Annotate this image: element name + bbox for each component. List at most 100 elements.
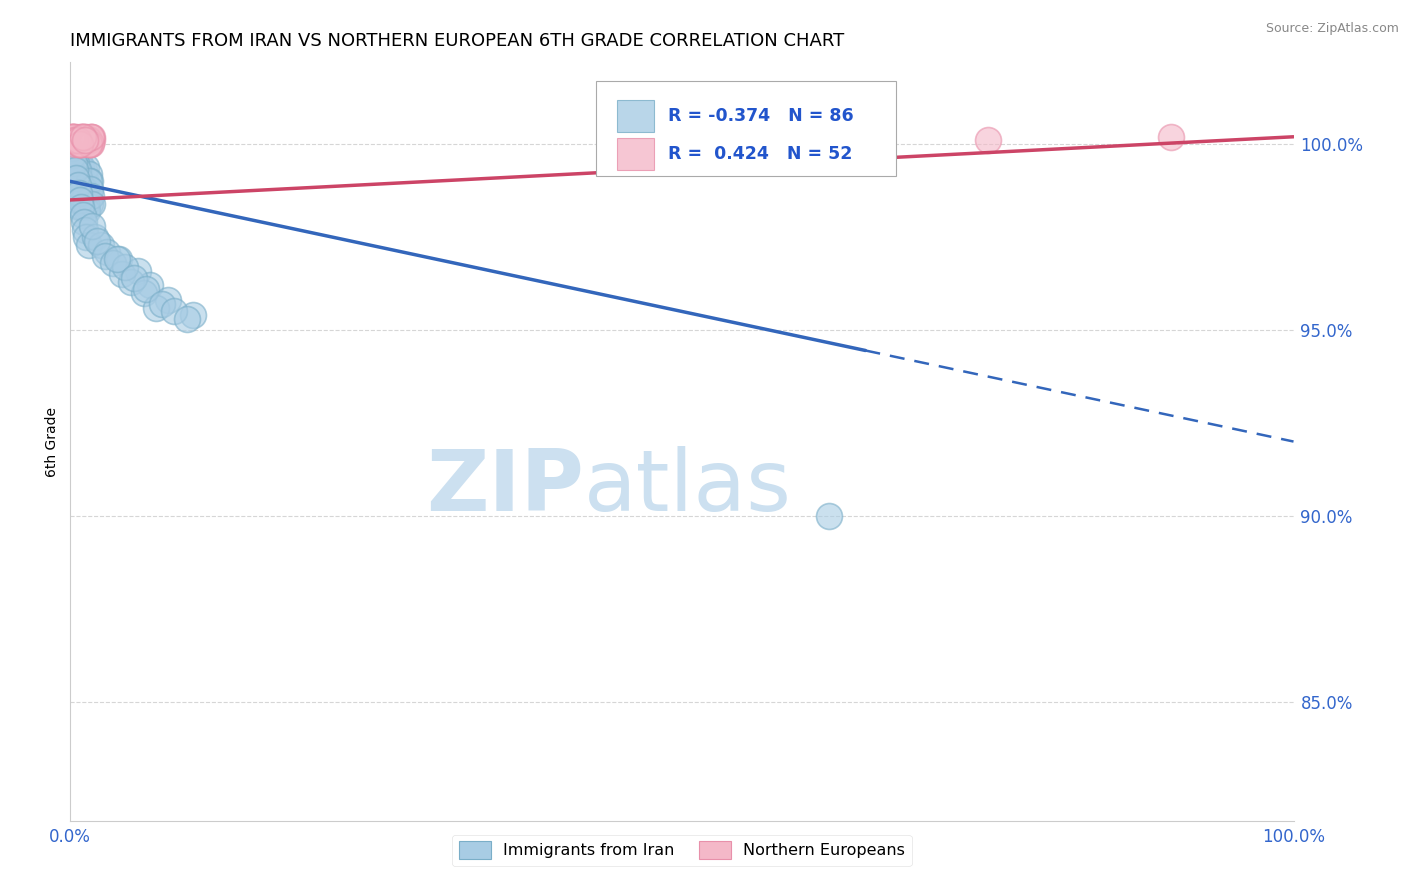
Point xyxy=(63,134,86,148)
Point xyxy=(69,137,91,152)
Point xyxy=(72,193,94,207)
Point xyxy=(181,308,204,322)
Point xyxy=(62,129,84,144)
Point xyxy=(76,200,98,214)
Point xyxy=(96,244,118,259)
Point xyxy=(65,193,87,207)
FancyBboxPatch shape xyxy=(596,81,896,177)
Point xyxy=(65,134,87,148)
Point xyxy=(65,155,87,169)
Point xyxy=(73,223,96,237)
Point xyxy=(60,141,83,155)
Text: R =  0.424   N = 52: R = 0.424 N = 52 xyxy=(668,145,853,163)
Point xyxy=(73,193,96,207)
Text: atlas: atlas xyxy=(583,445,792,529)
Point xyxy=(75,134,97,148)
Point xyxy=(75,160,97,174)
Point xyxy=(77,174,100,188)
Point xyxy=(73,170,96,185)
Text: R = -0.374   N = 86: R = -0.374 N = 86 xyxy=(668,107,853,125)
Point xyxy=(63,129,86,144)
Point xyxy=(69,189,91,203)
Point xyxy=(73,134,96,148)
Point xyxy=(79,137,101,152)
Point xyxy=(82,134,104,148)
Point xyxy=(66,134,89,148)
Point xyxy=(75,129,97,144)
Point xyxy=(72,208,94,222)
Point xyxy=(67,170,90,185)
Point xyxy=(73,186,96,200)
Bar xyxy=(617,138,654,170)
Point xyxy=(83,230,105,244)
Point xyxy=(150,297,173,311)
Point xyxy=(73,163,96,178)
Point xyxy=(93,249,115,263)
Point xyxy=(73,134,96,148)
Point xyxy=(72,134,94,148)
Point xyxy=(111,268,134,282)
Point xyxy=(63,163,86,178)
Point xyxy=(69,167,91,181)
Point xyxy=(66,178,89,192)
Point xyxy=(176,311,198,326)
Point xyxy=(69,137,91,152)
Point xyxy=(66,134,89,148)
Legend: Immigrants from Iran, Northern Europeans: Immigrants from Iran, Northern Europeans xyxy=(453,835,911,866)
Point xyxy=(65,134,87,148)
Point xyxy=(817,508,839,523)
Point xyxy=(63,134,86,148)
Text: Source: ZipAtlas.com: Source: ZipAtlas.com xyxy=(1265,22,1399,36)
Point xyxy=(976,134,998,148)
Point xyxy=(67,200,90,214)
Point xyxy=(73,134,96,148)
Point xyxy=(63,134,86,148)
Point xyxy=(76,134,98,148)
Point xyxy=(70,129,93,144)
Point xyxy=(60,145,83,159)
Point xyxy=(63,155,86,169)
Point xyxy=(70,137,93,152)
Point xyxy=(73,182,96,196)
Text: ZIP: ZIP xyxy=(426,445,583,529)
Point xyxy=(63,155,86,169)
Point xyxy=(77,134,100,148)
Point xyxy=(75,178,97,192)
Point xyxy=(82,219,104,233)
Point xyxy=(80,137,103,152)
Point xyxy=(127,263,149,277)
Point xyxy=(73,134,96,148)
Point xyxy=(75,134,97,148)
Point xyxy=(66,160,89,174)
Point xyxy=(79,137,101,152)
Point xyxy=(73,129,96,144)
Point xyxy=(114,260,136,274)
Point xyxy=(139,278,162,293)
Point xyxy=(67,134,90,148)
Point xyxy=(80,189,103,203)
Point xyxy=(72,129,94,144)
Point xyxy=(76,182,98,196)
Point xyxy=(105,252,128,267)
Point xyxy=(69,193,91,207)
Point xyxy=(77,167,100,181)
Point xyxy=(67,134,90,148)
Bar xyxy=(617,100,654,132)
Y-axis label: 6th Grade: 6th Grade xyxy=(45,407,59,476)
Point xyxy=(163,304,186,318)
Point xyxy=(1160,129,1182,144)
Point xyxy=(122,271,145,285)
Text: IMMIGRANTS FROM IRAN VS NORTHERN EUROPEAN 6TH GRADE CORRELATION CHART: IMMIGRANTS FROM IRAN VS NORTHERN EUROPEA… xyxy=(70,32,845,50)
Point xyxy=(135,282,157,296)
Point xyxy=(69,178,91,192)
Point xyxy=(79,174,101,188)
Point xyxy=(70,160,93,174)
Point xyxy=(60,167,83,181)
Point xyxy=(145,301,167,315)
Point xyxy=(108,252,131,267)
Point xyxy=(82,129,104,144)
Point xyxy=(62,152,84,166)
Point xyxy=(121,275,143,289)
Point xyxy=(67,137,90,152)
Point xyxy=(60,129,83,144)
